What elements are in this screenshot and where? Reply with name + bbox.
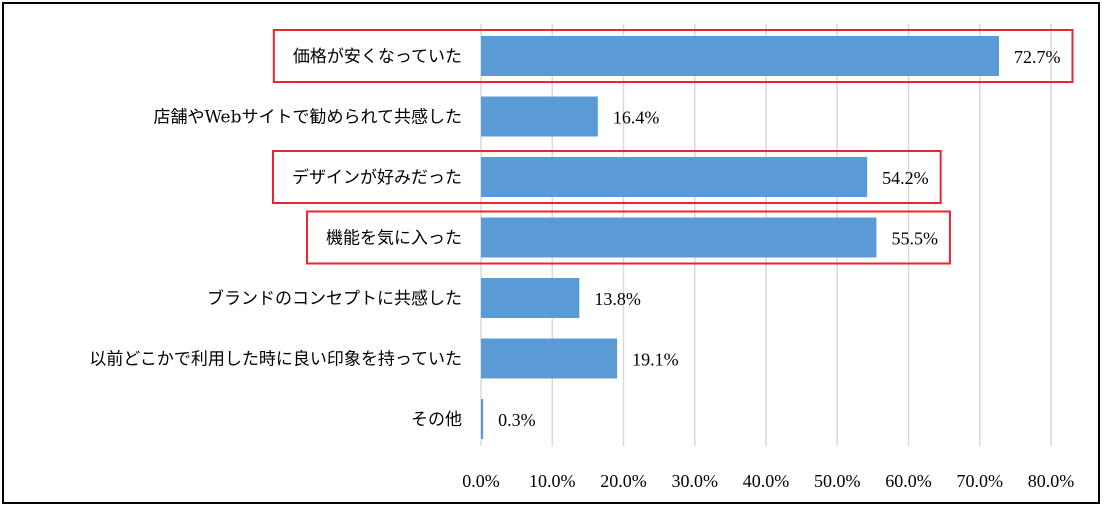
category-label: 店舗やWebサイトで勧められて共感した xyxy=(153,108,462,128)
x-tick-label: 20.0% xyxy=(600,471,647,491)
highlight-box xyxy=(272,29,1074,83)
highlight-box xyxy=(272,150,942,204)
x-tick-label: 0.0% xyxy=(462,471,500,491)
category-label: 価格が安くなっていた xyxy=(293,47,462,67)
x-tick-label: 50.0% xyxy=(814,471,861,491)
data-label: 55.5% xyxy=(891,229,938,249)
bar xyxy=(481,278,580,318)
bars xyxy=(481,36,999,439)
bar xyxy=(481,399,484,439)
data-label: 19.1% xyxy=(632,350,679,370)
bar xyxy=(481,96,598,137)
data-label: 16.4% xyxy=(613,108,660,128)
data-label: 0.3% xyxy=(498,410,536,430)
category-label: ブランドのコンセプトに共感した xyxy=(207,288,462,309)
category-label: その他 xyxy=(411,410,462,430)
data-label: 72.7% xyxy=(1014,47,1061,67)
x-tick-label: 80.0% xyxy=(1028,471,1075,491)
x-tick-label: 40.0% xyxy=(743,471,790,491)
x-tick-label: 10.0% xyxy=(529,471,576,491)
bar xyxy=(481,36,999,76)
x-tick-label: 30.0% xyxy=(672,471,719,491)
category-labels: 価格が安くなっていた店舗やWebサイトで勧められて共感したデザインが好みだった機… xyxy=(89,47,462,430)
bar xyxy=(481,217,877,258)
x-axis-ticks: 0.0% 10.0% 20.0% 30.0% 40.0% 50.0% 60.0% 70.0% 8… xyxy=(462,471,1074,491)
highlight-boxes xyxy=(272,29,1074,265)
highlight-box xyxy=(306,210,951,265)
category-label: 以前どこかで利用した時に良い印象を持っていた xyxy=(89,350,462,370)
value-labels: 72.7% 16.4% 54.2% 55.5% 13.8% 19.1% 0.3% xyxy=(498,47,1060,430)
bar xyxy=(481,157,868,197)
category-label: 機能を気に入った xyxy=(326,229,462,249)
data-label: 13.8% xyxy=(594,289,641,309)
x-tick-label: 60.0% xyxy=(885,471,932,491)
x-tick-label: 70.0% xyxy=(957,471,1004,491)
bar xyxy=(481,338,618,379)
category-label: デザインが好みだった xyxy=(292,167,462,188)
data-label: 54.2% xyxy=(882,168,929,188)
